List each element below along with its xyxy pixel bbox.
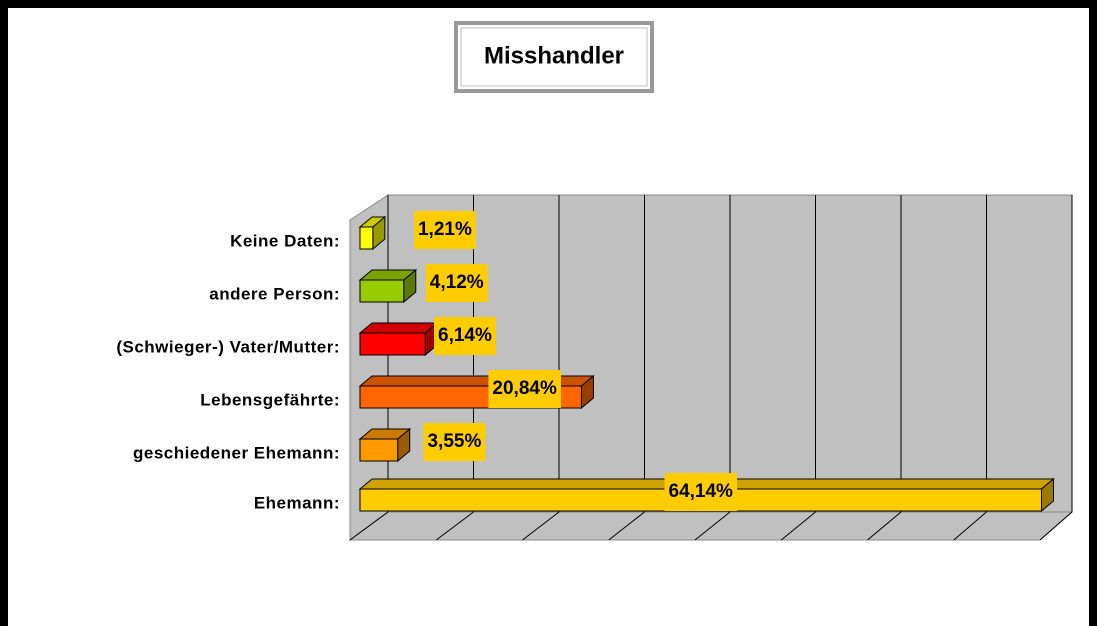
- floor-grid-line: [780, 511, 816, 541]
- value-label-box: [413, 211, 476, 249]
- value-label: 1,21%: [418, 219, 472, 240]
- category-label: andere Person:: [209, 284, 340, 303]
- value-label: 20,84%: [492, 378, 557, 399]
- value-label-box: [488, 370, 561, 408]
- value-label-box: [664, 473, 738, 511]
- bar: [359, 332, 426, 356]
- floor: [348, 511, 1074, 541]
- floor-grid-line: [694, 511, 731, 541]
- category-label: (Schwieger-) Vater/Mutter:: [116, 337, 340, 356]
- category-label: Lebensgefährte:: [200, 390, 340, 409]
- floor-grid-line: [349, 511, 389, 541]
- floor-grid-line: [608, 511, 645, 541]
- value-label-box: [434, 317, 496, 355]
- category-label: Keine Daten:: [230, 231, 340, 250]
- value-label-box: [425, 264, 488, 302]
- floor-grid-line: [1039, 511, 1073, 541]
- bar: [359, 438, 399, 462]
- floor-grid-line: [867, 511, 902, 541]
- category-label: geschiedener Ehemann:: [133, 443, 340, 462]
- value-label: 6,14%: [438, 325, 492, 346]
- floor-grid-line: [435, 511, 474, 541]
- category-label: Ehemann:: [254, 493, 340, 512]
- chart-title: Misshandler: [484, 42, 624, 69]
- bar: [359, 279, 405, 303]
- value-label: 3,55%: [427, 431, 481, 452]
- bar-top: [358, 322, 439, 334]
- value-label-box: [423, 423, 486, 461]
- bar: [359, 226, 374, 250]
- title-box-inner: [460, 27, 648, 87]
- value-label: 4,12%: [430, 272, 484, 293]
- value-label: 64,14%: [669, 481, 734, 502]
- floor-grid-line: [953, 511, 987, 541]
- floor-grid-line: [522, 511, 560, 541]
